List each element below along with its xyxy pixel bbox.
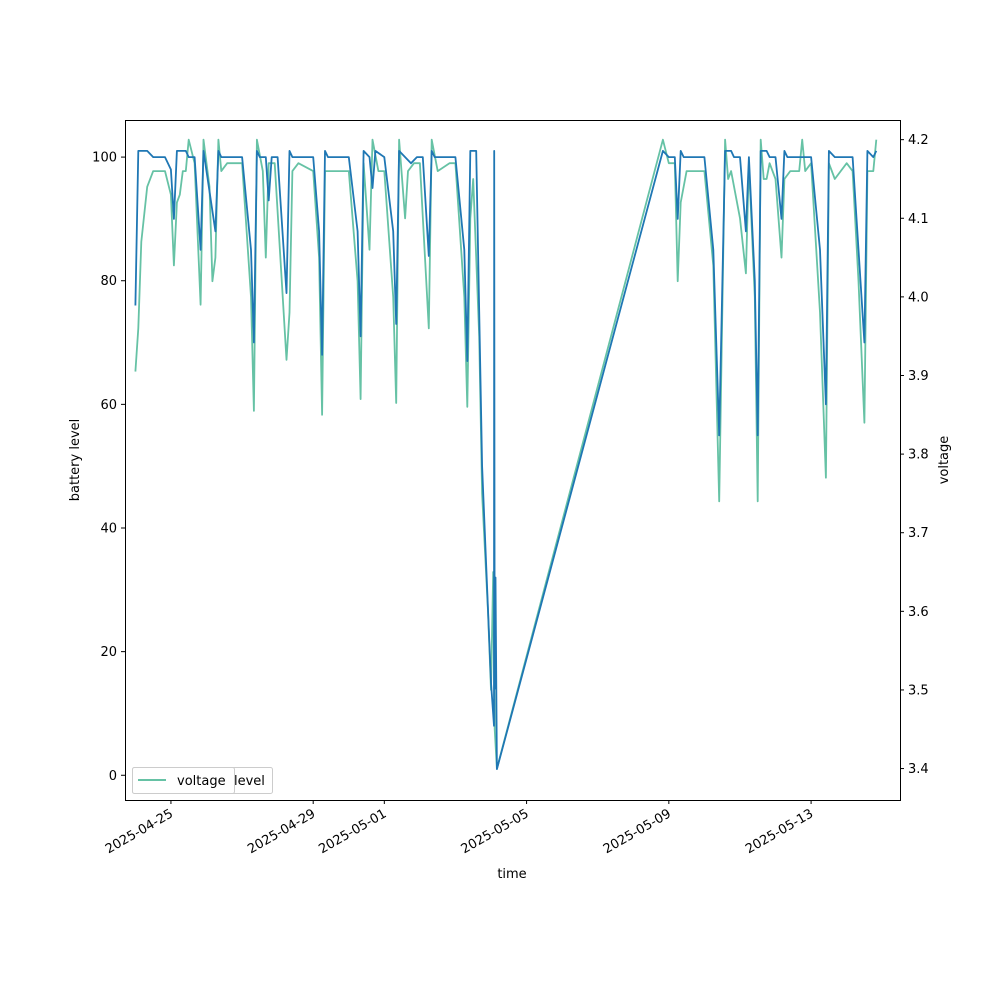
- y-tick-label-right: 4.2: [908, 133, 929, 148]
- y-axis-left: 0 20 40 60 80 100: [92, 151, 125, 784]
- x-tick-label: 2025-05-01: [316, 806, 389, 857]
- y-tick-label-right: 3.9: [908, 369, 929, 384]
- y-tick-label-right: 3.4: [908, 762, 929, 777]
- y-tick-label-left: 20: [100, 645, 117, 660]
- legend-voltage-frame: [132, 767, 235, 794]
- x-tick-label: 2025-05-13: [743, 806, 816, 857]
- y-tick-label-left: 80: [100, 274, 117, 289]
- series-layer: [134, 138, 878, 770]
- legend-level-label: level: [234, 774, 265, 789]
- y-tick-label-left: 0: [109, 769, 117, 784]
- x-tick-label: 2025-05-09: [601, 806, 674, 857]
- y-axis-label-right: voltage: [937, 436, 952, 485]
- y-tick-label-right: 3.6: [908, 605, 929, 620]
- y-tick-label-right: 3.5: [908, 683, 929, 698]
- y-tick-label-left: 100: [92, 151, 117, 166]
- y-tick-label-right: 4.1: [908, 212, 929, 227]
- y-tick-label-left: 60: [100, 398, 117, 413]
- x-tick-label: 2025-04-25: [103, 806, 176, 857]
- y-axis-right: 3.4 3.5 3.6 3.7 3.8 3.9 4.0 4.1 4.2: [900, 133, 929, 777]
- y-tick-label-left: 40: [100, 522, 117, 537]
- y-tick-label-right: 3.8: [908, 448, 929, 463]
- x-axis-label: time: [497, 867, 526, 882]
- legend-voltage-label: voltage: [177, 774, 226, 789]
- x-tick-label: 2025-04-29: [245, 806, 318, 857]
- series-voltage-line: [134, 138, 878, 770]
- legend-voltage: voltage: [132, 767, 235, 794]
- x-tick-label: 2025-05-05: [459, 806, 532, 857]
- series-level-line: [134, 150, 878, 770]
- y-tick-label-right: 4.0: [908, 290, 929, 305]
- y-axis-label-left: battery level: [68, 419, 83, 502]
- plot-frame: [125, 120, 901, 801]
- y-tick-label-right: 3.7: [908, 526, 929, 541]
